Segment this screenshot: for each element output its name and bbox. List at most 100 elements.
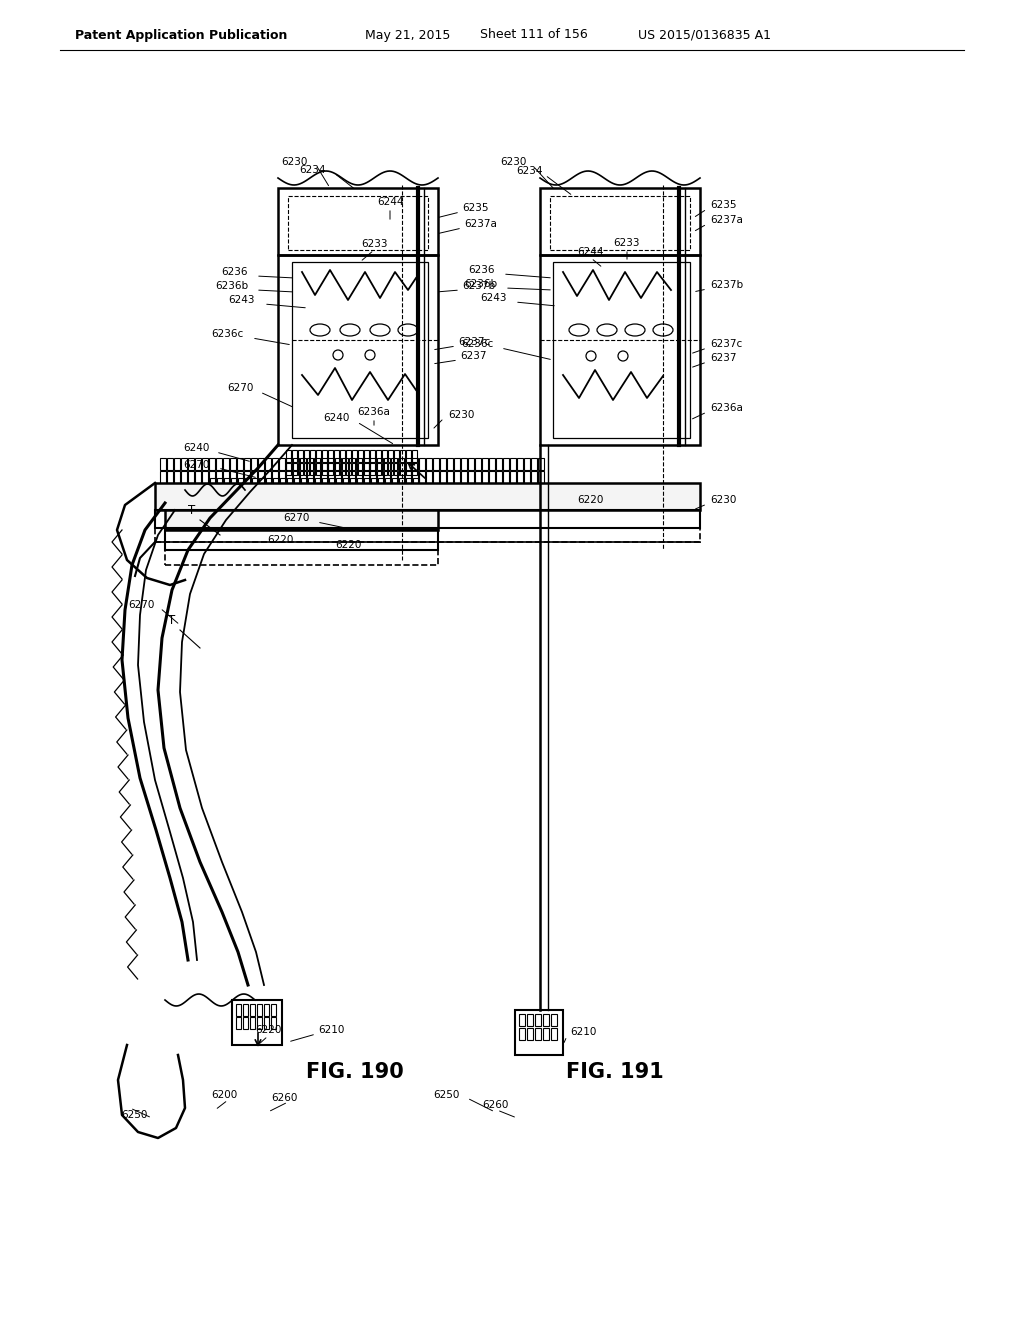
Text: 6240: 6240	[183, 444, 210, 453]
Bar	[356, 458, 362, 470]
Text: FIG. 190: FIG. 190	[306, 1063, 403, 1082]
Bar	[174, 458, 180, 470]
Bar	[482, 471, 488, 483]
Bar	[346, 450, 351, 462]
Bar	[376, 463, 381, 475]
Bar	[468, 458, 474, 470]
Bar	[440, 471, 446, 483]
Text: 6230: 6230	[501, 157, 527, 168]
Bar	[216, 458, 222, 470]
Bar	[461, 458, 467, 470]
Text: 6236b: 6236b	[464, 279, 497, 289]
Bar	[551, 1028, 557, 1040]
Bar	[315, 478, 321, 490]
Text: 6237: 6237	[460, 351, 486, 360]
Bar	[335, 471, 341, 483]
Bar	[293, 458, 299, 470]
Text: 6236: 6236	[469, 265, 495, 275]
Bar	[328, 463, 333, 475]
Bar	[391, 471, 397, 483]
Text: 6260: 6260	[482, 1100, 508, 1110]
Bar	[310, 463, 315, 475]
Bar	[540, 187, 700, 255]
Bar	[328, 471, 334, 483]
Text: 6250: 6250	[122, 1110, 148, 1119]
Bar	[447, 471, 453, 483]
Bar	[510, 471, 516, 483]
Bar	[394, 450, 399, 462]
Bar	[342, 458, 348, 470]
Bar	[244, 458, 250, 470]
Bar	[280, 478, 286, 490]
Text: 6237b: 6237b	[710, 280, 743, 290]
Bar	[385, 491, 391, 503]
Bar	[266, 491, 272, 503]
Text: 6233: 6233	[613, 238, 640, 248]
Bar	[195, 471, 201, 483]
Text: T: T	[168, 614, 176, 627]
Bar	[399, 491, 406, 503]
Text: 6234: 6234	[299, 165, 326, 176]
Bar	[346, 463, 351, 475]
Text: 6270: 6270	[183, 459, 210, 470]
Bar	[231, 491, 237, 503]
Bar	[399, 478, 406, 490]
Bar	[165, 531, 438, 550]
Bar	[258, 458, 264, 470]
Bar	[280, 491, 286, 503]
Text: 6270: 6270	[129, 601, 155, 610]
Bar	[288, 195, 428, 249]
Bar	[286, 471, 292, 483]
Bar	[328, 450, 333, 462]
Text: 6210: 6210	[570, 1027, 596, 1038]
Bar	[272, 471, 278, 483]
Bar	[412, 458, 418, 470]
Bar	[167, 471, 173, 483]
Text: 6236c: 6236c	[212, 329, 244, 339]
Bar	[279, 458, 285, 470]
Bar	[307, 458, 313, 470]
Bar	[217, 478, 223, 490]
Text: 6210: 6210	[318, 1026, 344, 1035]
Bar	[400, 450, 406, 462]
Bar	[273, 478, 279, 490]
Bar	[515, 1010, 563, 1055]
Bar	[301, 491, 307, 503]
Text: 6240: 6240	[324, 413, 350, 422]
Bar	[174, 471, 180, 483]
Text: 6220: 6220	[577, 495, 603, 506]
Bar	[538, 471, 544, 483]
Bar	[252, 478, 258, 490]
Text: 6230: 6230	[449, 411, 474, 420]
Text: 6237c: 6237c	[710, 339, 742, 348]
Bar	[238, 478, 244, 490]
Bar	[517, 471, 523, 483]
Bar	[336, 491, 342, 503]
Bar	[388, 450, 393, 462]
Bar	[377, 471, 383, 483]
Bar	[287, 491, 293, 503]
Bar	[292, 463, 297, 475]
Bar	[358, 450, 362, 462]
Bar	[202, 471, 208, 483]
Bar	[310, 450, 315, 462]
Bar	[216, 471, 222, 483]
Bar	[392, 478, 398, 490]
Bar	[362, 471, 369, 483]
Bar	[165, 550, 438, 565]
Bar	[524, 471, 530, 483]
Bar	[433, 471, 439, 483]
Bar	[210, 478, 216, 490]
Bar	[350, 491, 356, 503]
Bar	[371, 491, 377, 503]
Bar	[271, 1005, 276, 1016]
Bar	[413, 478, 419, 490]
Text: 6237: 6237	[710, 352, 736, 363]
Bar	[334, 463, 339, 475]
Bar	[259, 478, 265, 490]
Bar	[391, 458, 397, 470]
Bar	[392, 491, 398, 503]
Bar	[231, 478, 237, 490]
Text: FIG. 191: FIG. 191	[566, 1063, 664, 1082]
Bar	[398, 471, 404, 483]
